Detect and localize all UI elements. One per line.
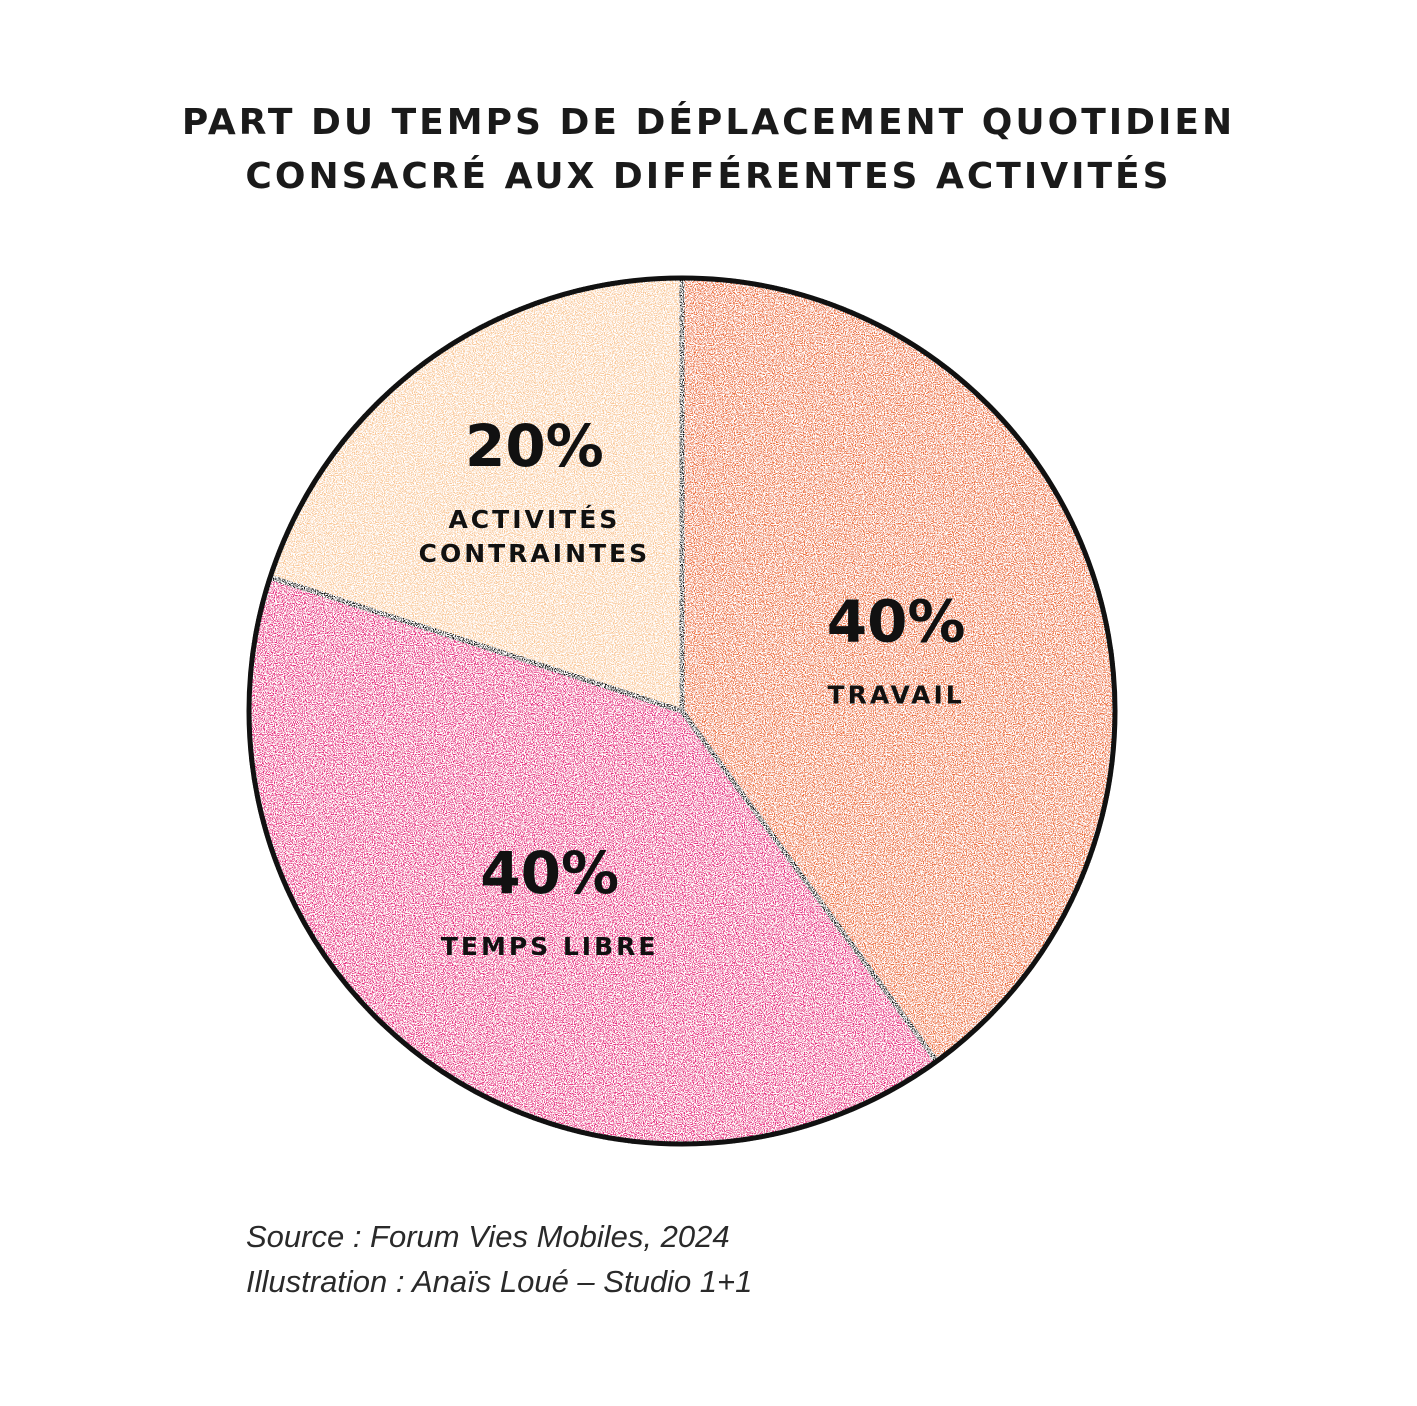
pie-outline [246, 275, 1118, 1147]
pie-slices [246, 275, 1118, 1147]
pie-labels: 40% TRAVAIL 40% TEMPS LIBRE 20% ACTIVITÉS CONT… [419, 412, 966, 961]
illustration-credit: Illustration : Anaïs Loué – Studio 1+1 [246, 1264, 753, 1299]
chart-title-line-2: CONSACRÉ AUX DIFFÉRENTES ACTIVITÉS [245, 156, 1172, 197]
slice-label-activites-contraintes-line-2: CONTRAINTES [419, 539, 651, 568]
chart-title: PART DU TEMPS DE DÉPLACEMENT QUOTIDIEN C… [0, 96, 1417, 204]
slice-label-travail: TRAVAIL [828, 680, 965, 709]
source-note: Source : Forum Vies Mobiles, 2024 [246, 1219, 730, 1254]
credits: Source : Forum Vies Mobiles, 2024 Illust… [246, 1214, 752, 1304]
slice-label-activites-contraintes-line-1: ACTIVITÉS [448, 505, 620, 534]
slice-label-temps-libre: TEMPS LIBRE [441, 932, 659, 961]
slice-value-travail: 40% [827, 587, 966, 655]
chart-title-line-1: PART DU TEMPS DE DÉPLACEMENT QUOTIDIEN [181, 102, 1236, 143]
slice-value-temps-libre: 40% [480, 839, 619, 907]
slice-value-activites-contraintes: 20% [465, 412, 604, 480]
